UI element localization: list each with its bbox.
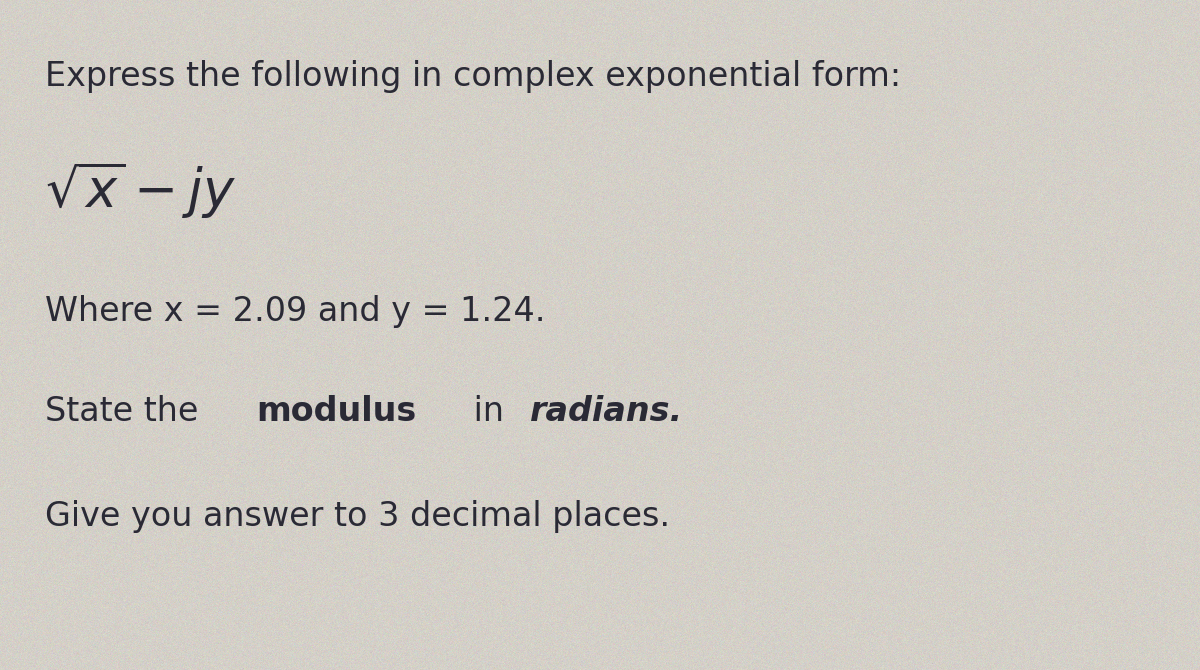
Text: Give you answer to 3 decimal places.: Give you answer to 3 decimal places. (46, 500, 670, 533)
Text: $\sqrt{x} - jy$: $\sqrt{x} - jy$ (46, 160, 236, 221)
Text: State the: State the (46, 395, 209, 428)
Text: in: in (463, 395, 515, 428)
Text: Express the following in complex exponential form:: Express the following in complex exponen… (46, 60, 901, 93)
Text: radians.: radians. (530, 395, 683, 428)
Text: modulus: modulus (257, 395, 416, 428)
Text: Where x = 2.09 and y = 1.24.: Where x = 2.09 and y = 1.24. (46, 295, 546, 328)
